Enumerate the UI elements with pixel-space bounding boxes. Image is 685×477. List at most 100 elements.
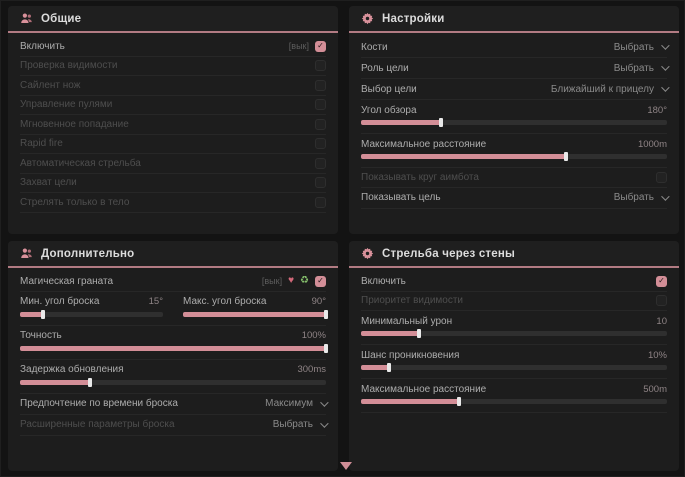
slider-handle[interactable] — [564, 152, 569, 161]
row-visibility-check[interactable]: Проверка видимости — [20, 57, 326, 76]
row-silent-knife[interactable]: Сайлент нож — [20, 76, 326, 96]
extended-throw-params-dropdown[interactable]: Выбрать — [272, 418, 329, 430]
row-label: Магическая граната — [20, 275, 114, 287]
slider-fill — [361, 329, 422, 338]
row-label: Автоматическая стрельба — [20, 157, 141, 169]
checkbox-unchecked[interactable] — [315, 196, 326, 208]
checkbox-unchecked[interactable] — [315, 99, 326, 111]
row-label: Максимальное расстояние — [361, 383, 487, 395]
row-enable[interactable]: Включить [вык] ✓ — [20, 37, 326, 57]
fov-slider[interactable] — [361, 118, 667, 127]
slider-fill — [361, 118, 443, 127]
row-label: Предпочтение по времени броска — [20, 398, 178, 409]
row-penetration-chance: Шанс проникновения 10% — [361, 345, 667, 379]
check-icon: ✓ — [658, 276, 665, 286]
slider-handle[interactable] — [88, 377, 93, 387]
row-auto-shoot[interactable]: Автоматическая стрельба — [20, 154, 326, 174]
row-enable[interactable]: Включить ✓ — [361, 272, 667, 292]
slider-value: 15° — [148, 296, 163, 307]
dropdown-value: Ближайший к прицелу — [550, 83, 654, 95]
checkbox-unchecked[interactable] — [315, 60, 326, 72]
slider-fill — [20, 309, 45, 319]
row-target-lock[interactable]: Захват цели — [20, 174, 326, 193]
min-throw-angle-slider[interactable] — [20, 309, 163, 319]
checkbox-unchecked[interactable] — [315, 138, 326, 150]
row-instant-hit[interactable]: Мгновенное попадание — [20, 115, 326, 135]
row-rapid-fire[interactable]: Rapid fire — [20, 135, 326, 154]
penetration-chance-slider[interactable] — [361, 363, 667, 372]
row-label: Кости — [361, 41, 388, 53]
wall-max-distance-slider[interactable] — [361, 397, 667, 406]
scroll-down-indicator[interactable] — [340, 462, 352, 470]
checkbox-unchecked[interactable] — [315, 177, 326, 189]
slider-fill — [361, 397, 461, 406]
check-icon: ✓ — [317, 41, 324, 51]
checkbox-unchecked[interactable] — [315, 79, 326, 91]
slider-handle[interactable] — [438, 118, 443, 127]
target-select-dropdown[interactable]: Ближайший к прицелу — [550, 83, 670, 95]
row-label: Выбор цели — [361, 83, 417, 95]
slider-value: 500m — [643, 383, 667, 395]
recycle-icon[interactable]: ♻ — [300, 275, 309, 287]
row-label: Угол обзора — [361, 104, 417, 116]
slider-handle[interactable] — [386, 363, 391, 372]
row-label: Точность — [20, 330, 62, 341]
panel-wallshot: Стрельба через стены Включить ✓ Приорите… — [349, 241, 679, 471]
row-body-only[interactable]: Стрелять только в тело — [20, 193, 326, 213]
row-magic-grenade[interactable]: Магическая граната [вык] ♥ ♻ ✓ — [20, 272, 326, 292]
throw-time-pref-dropdown[interactable]: Максимум — [265, 397, 329, 409]
panel-settings-rows: Кости Выбрать Роль цели Выбрать Выбор це… — [349, 33, 679, 209]
row-label: Шанс проникновения — [361, 349, 460, 361]
checkbox-checked[interactable]: ✓ — [315, 275, 326, 287]
slider-value: 10 — [656, 315, 667, 327]
show-target-dropdown[interactable]: Выбрать — [613, 191, 670, 203]
min-damage-slider[interactable] — [361, 329, 667, 338]
update-delay-slider[interactable] — [20, 377, 326, 387]
slider-handle[interactable] — [417, 329, 422, 338]
row-label: Мин. угол броска — [20, 296, 100, 307]
row-visibility-priority[interactable]: Приоритет видимости — [361, 292, 667, 311]
slider-value: 180° — [647, 104, 667, 116]
gear-icon — [361, 247, 374, 260]
gear-icon — [361, 12, 374, 25]
slider-value: 1000m — [637, 138, 667, 150]
checkbox-checked[interactable]: ✓ — [315, 40, 326, 52]
broken-heart-icon[interactable]: ♥ — [288, 275, 295, 287]
slider-handle[interactable] — [324, 309, 328, 319]
checkbox-checked[interactable]: ✓ — [656, 275, 667, 287]
row-label: Управление пулями — [20, 99, 113, 111]
dropdown-value: Максимум — [265, 398, 313, 409]
checkbox-unchecked[interactable] — [656, 295, 667, 307]
row-target-role: Роль цели Выбрать — [361, 58, 670, 79]
row-label: Стрелять только в тело — [20, 196, 130, 208]
dropdown-value: Выбрать — [613, 192, 654, 203]
dropdown-value: Выбрать — [613, 41, 654, 53]
row-label: Проверка видимости — [20, 60, 118, 72]
max-distance-slider[interactable] — [361, 152, 667, 161]
chevron-down-icon — [320, 397, 329, 407]
target-role-dropdown[interactable]: Выбрать — [613, 62, 670, 74]
row-bullet-control[interactable]: Управление пулями — [20, 96, 326, 115]
checkbox-unchecked[interactable] — [656, 171, 667, 183]
slider-handle[interactable] — [40, 309, 45, 319]
row-label: Показывать круг аимбота — [361, 171, 479, 183]
dropdown-value: Выбрать — [272, 419, 313, 430]
row-label: Приоритет видимости — [361, 295, 464, 307]
slider-handle[interactable] — [456, 397, 461, 406]
slider-handle[interactable] — [324, 343, 328, 353]
accuracy-slider[interactable] — [20, 343, 328, 353]
checkbox-unchecked[interactable] — [315, 157, 326, 169]
users-icon — [20, 12, 33, 25]
row-show-aimbot-circle[interactable]: Показывать круг аимбота — [361, 168, 667, 188]
bones-dropdown[interactable]: Выбрать — [613, 41, 670, 53]
row-label: Роль цели — [361, 62, 409, 74]
slider-fill — [20, 343, 328, 353]
max-throw-angle-slider[interactable] — [183, 309, 328, 319]
chevron-down-icon — [320, 418, 329, 428]
row-fov: Угол обзора 180° — [361, 100, 667, 134]
row-throw-angles: Мин. угол броска 15° Макс. угол броска 9… — [20, 292, 328, 326]
panel-additional: Дополнительно Магическая граната [вык] ♥… — [8, 241, 338, 471]
checkbox-unchecked[interactable] — [315, 118, 326, 130]
dropdown-value: Выбрать — [613, 62, 654, 74]
